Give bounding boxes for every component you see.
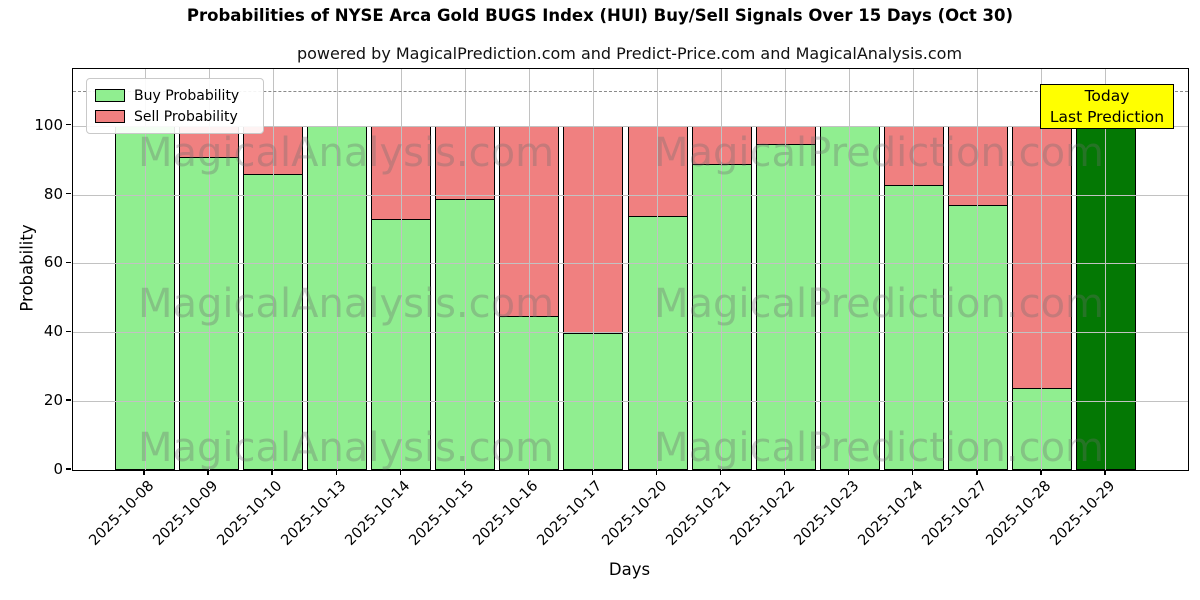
y-tick-mark	[66, 399, 71, 401]
x-gridline	[336, 69, 338, 470]
watermark-text: MagicalAnalysis.com	[137, 281, 555, 327]
x-tick-label: 2025-10-09	[150, 478, 222, 549]
x-gridline	[785, 69, 787, 470]
x-tick-label: 2025-10-16	[470, 478, 542, 549]
sell-swatch-icon	[95, 110, 125, 123]
y-gridline	[73, 401, 1188, 403]
x-gridline	[592, 69, 594, 470]
chart-subtitle: powered by MagicalPrediction.com and Pre…	[296, 44, 963, 63]
x-tick-mark	[1104, 470, 1106, 475]
x-tick-label: 2025-10-22	[727, 478, 798, 549]
x-gridline	[1041, 69, 1043, 470]
x-tick-mark	[463, 470, 466, 475]
x-gridline	[657, 69, 659, 470]
y-tick-label: 0	[53, 460, 63, 478]
watermark-text: MagicalAnalysis.com	[137, 130, 555, 176]
today-annotation-line1: Today	[1084, 87, 1130, 105]
y-tick-label: 40	[43, 322, 63, 341]
today-annotation: Today Last Prediction	[1040, 84, 1174, 129]
x-gridline	[977, 69, 979, 470]
y-tick-label: 60	[43, 253, 63, 272]
x-tick-label: 2025-10-14	[342, 478, 414, 549]
y-tick-label: 20	[43, 391, 63, 410]
x-tick-mark	[783, 470, 786, 475]
x-tick-mark	[719, 470, 722, 475]
x-tick-mark	[527, 470, 530, 475]
x-axis-label: Days	[608, 560, 651, 579]
x-tick-label: 2025-10-17	[534, 478, 606, 549]
buy-swatch-icon	[95, 89, 125, 102]
y-gridline	[73, 194, 1188, 196]
x-tick-mark	[143, 470, 145, 475]
legend: Buy Probability Sell Probability	[86, 78, 264, 134]
watermark-text: MagicalPrediction.com	[654, 425, 1104, 471]
x-tick-mark	[848, 470, 850, 475]
x-tick-mark	[912, 470, 914, 475]
legend-buy-label: Buy Probability	[134, 87, 240, 104]
y-gridline	[73, 125, 1188, 127]
y-tick-mark	[66, 330, 71, 332]
legend-item-buy: Buy Probability	[95, 85, 255, 106]
x-gridline	[464, 69, 466, 470]
plot-area: MagicalAnalysis.com MagicalPrediction.com…	[72, 68, 1189, 471]
x-tick-mark	[207, 470, 209, 475]
x-gridline	[400, 69, 402, 470]
x-tick-label: 2025-10-15	[406, 478, 478, 549]
watermark-text: MagicalPrediction.com	[654, 281, 1104, 327]
x-tick-label: 2025-10-29	[1047, 478, 1119, 549]
x-tick-label: 2025-10-23	[791, 478, 863, 549]
legend-item-sell: Sell Probability	[95, 106, 255, 127]
y-tick-label: 80	[43, 184, 63, 203]
x-tick-label: 2025-10-13	[278, 478, 350, 549]
y-gridline	[73, 263, 1188, 265]
legend-sell-label: Sell Probability	[134, 108, 238, 125]
x-gridline	[721, 69, 723, 470]
x-tick-mark	[976, 470, 978, 475]
x-tick-mark	[271, 470, 273, 475]
watermark-text: MagicalPrediction.com	[654, 130, 1104, 176]
x-tick-label: 2025-10-08	[86, 478, 158, 549]
x-gridline	[849, 69, 851, 470]
x-tick-mark	[1040, 470, 1042, 475]
x-gridline	[1105, 69, 1107, 470]
x-tick-label: 2025-10-28	[983, 478, 1055, 549]
y-tick-mark	[66, 192, 71, 195]
y-tick-mark	[66, 261, 71, 264]
x-tick-mark	[655, 470, 658, 475]
x-tick-mark	[399, 470, 401, 475]
x-tick-label: 2025-10-27	[919, 478, 991, 549]
watermark-text: MagicalAnalysis.com	[137, 425, 555, 471]
x-tick-mark	[335, 470, 337, 475]
y-gridline	[73, 332, 1188, 334]
x-gridline	[528, 69, 530, 470]
x-tick-label: 2025-10-20	[598, 478, 670, 549]
today-annotation-line2: Last Prediction	[1049, 108, 1165, 126]
threshold-dashed-line	[73, 91, 1188, 93]
x-tick-label: 2025-10-24	[855, 478, 927, 549]
x-tick-label: 2025-10-10	[214, 478, 286, 549]
x-gridline	[144, 69, 146, 470]
x-tick-label: 2025-10-21	[662, 478, 734, 549]
x-gridline	[272, 69, 274, 470]
y-tick-mark	[66, 124, 71, 126]
x-gridline	[208, 69, 210, 470]
y-tick-mark	[66, 468, 71, 470]
x-gridline	[913, 69, 915, 470]
chart-title: Probabilities of NYSE Arca Gold BUGS Ind…	[186, 6, 1014, 25]
x-tick-mark	[591, 470, 594, 475]
y-tick-label: 100	[34, 115, 63, 134]
